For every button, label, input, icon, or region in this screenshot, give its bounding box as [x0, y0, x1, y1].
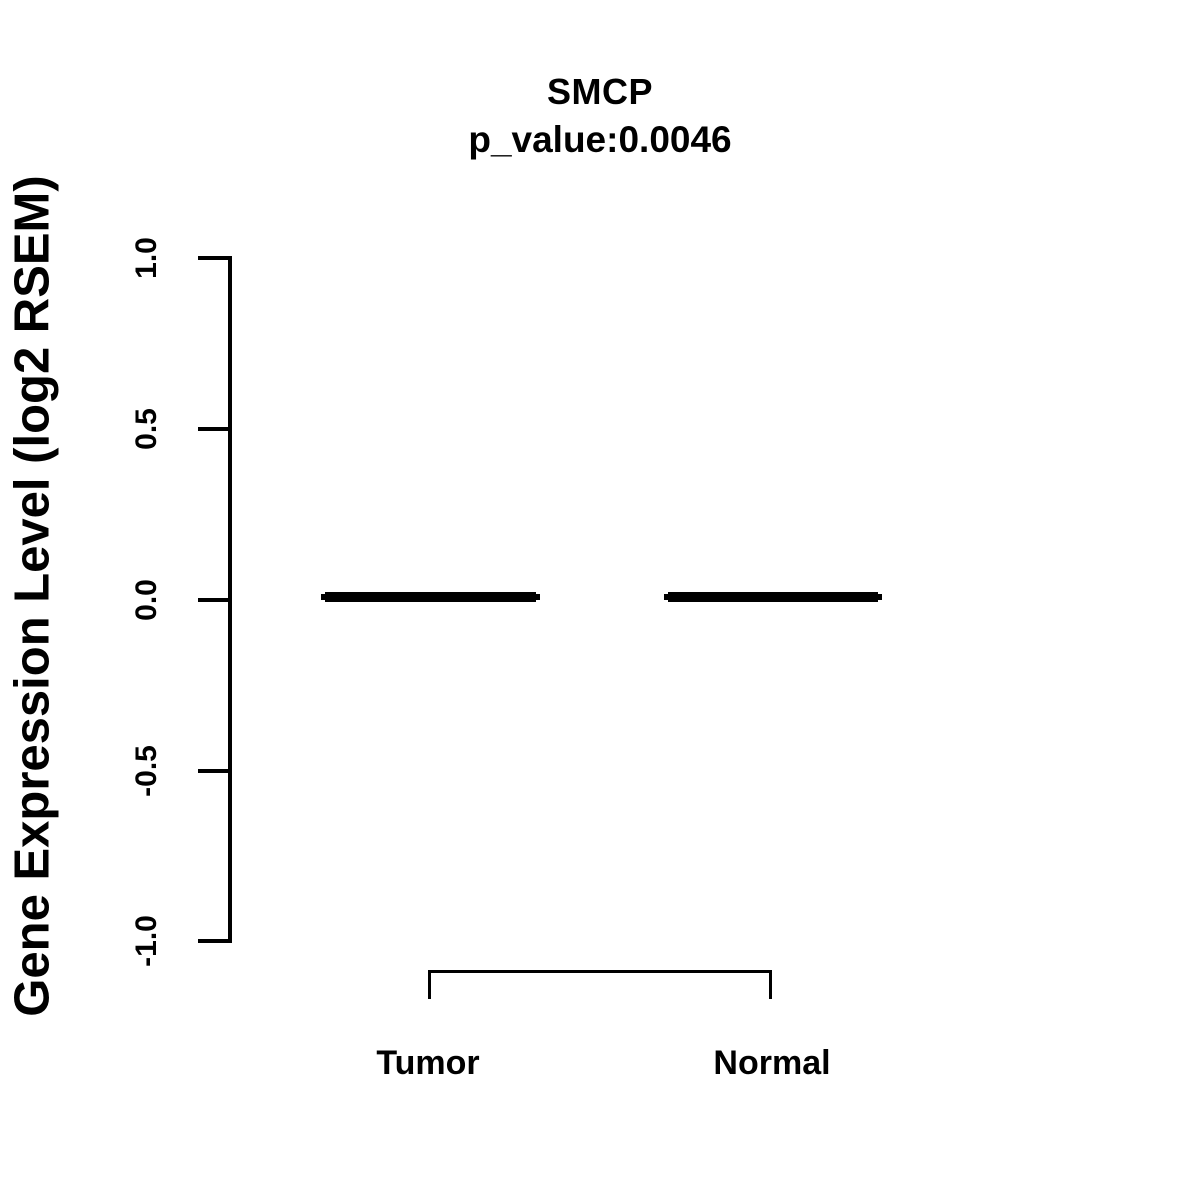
x-category-label-tumor: Tumor — [376, 1044, 480, 1082]
x-category-label-normal: Normal — [713, 1044, 831, 1082]
y-tick-label-5: -1.0 — [130, 915, 163, 967]
comparison-bracket — [428, 970, 772, 999]
median-line-normal — [668, 592, 878, 602]
y-axis-title: Gene Expression Level (log2 RSEM) — [5, 175, 60, 1017]
y-axis-tick-2 — [198, 427, 230, 431]
y-tick-label-1: 1.0 — [130, 237, 163, 279]
boxplot-box-tumor — [321, 592, 540, 602]
y-axis-tick-1 — [198, 256, 230, 260]
y-tick-label-3: 0.0 — [130, 579, 163, 621]
y-axis-tick-5 — [198, 939, 230, 943]
chart-title: SMCP — [546, 71, 653, 112]
chart-p-value-subtitle: p_value:0.0046 — [468, 119, 732, 160]
y-tick-label-4: -0.5 — [130, 745, 163, 797]
y-axis-tick-4 — [198, 769, 230, 773]
y-axis-line — [228, 256, 232, 943]
median-line-tumor — [325, 592, 536, 602]
boxplot-box-normal — [664, 592, 882, 602]
y-axis-tick-3 — [198, 598, 230, 602]
y-tick-label-2: 0.5 — [130, 408, 163, 450]
